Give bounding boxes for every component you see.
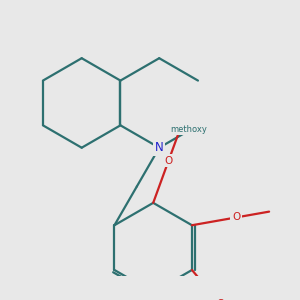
Text: methoxy: methoxy [170, 125, 207, 134]
Text: O: O [232, 212, 240, 223]
Text: O: O [217, 299, 225, 300]
Text: N: N [155, 141, 164, 154]
Text: O: O [164, 156, 172, 166]
